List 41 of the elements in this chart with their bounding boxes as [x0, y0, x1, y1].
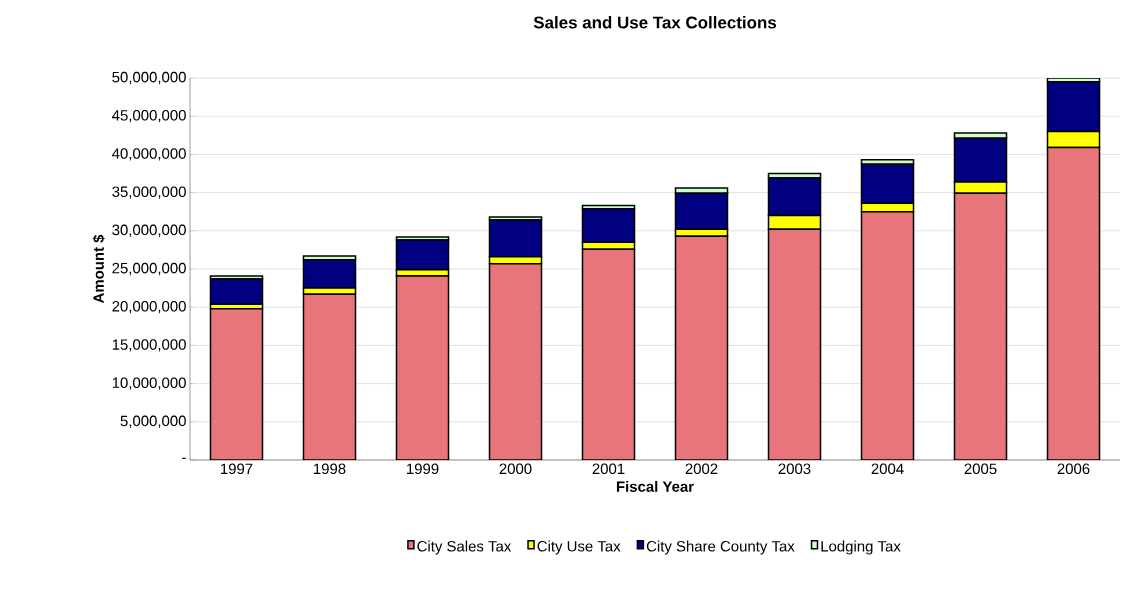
y-tick-label: 20,000,000 [112, 301, 186, 314]
y-tick-label: 40,000,000 [112, 148, 186, 161]
legend-label: Lodging Tax [821, 540, 901, 555]
y-axis-title: Amount $ [92, 234, 105, 304]
x-tick-label: 2002 [685, 463, 718, 475]
bar [488, 262, 543, 460]
bar [860, 210, 915, 460]
y-tick-label: 10,000,000 [112, 377, 186, 390]
y-tick-label: 15,000,000 [112, 339, 186, 352]
x-axis-title: Fiscal Year [616, 480, 694, 492]
bar [1046, 146, 1101, 460]
bar [953, 192, 1008, 460]
y-tick-label: 45,000,000 [112, 110, 186, 123]
bar [674, 192, 729, 231]
bar [302, 293, 357, 460]
x-tick-label: 1998 [314, 463, 346, 475]
bar [395, 275, 450, 460]
bar [209, 307, 264, 460]
chart-title: Sales and Use Tax Collections [533, 16, 777, 29]
x-tick-label: 2004 [871, 463, 904, 475]
y-tick-label: 25,000,000 [112, 262, 186, 276]
y-tick-label: 50,000,000 [112, 71, 186, 85]
y-tick-label: 5,000,000 [120, 415, 186, 428]
x-tick-label: 2001 [592, 463, 625, 475]
legend-label: City Share County Tax [646, 540, 795, 555]
bar [581, 248, 636, 460]
bar [674, 235, 729, 460]
bar [767, 228, 822, 460]
x-tick-label: 2003 [778, 463, 811, 475]
y-tick-label: 35,000,000 [112, 186, 186, 199]
x-tick-label: 1997 [221, 463, 253, 475]
bar [395, 239, 450, 271]
x-tick-label: 2006 [1057, 463, 1090, 475]
legend-label: City Use Tax [537, 540, 621, 555]
bar [581, 207, 636, 244]
x-tick-label: 2005 [964, 463, 997, 475]
x-tick-label: 1999 [407, 463, 439, 475]
x-tick-label: 2000 [499, 463, 532, 475]
y-tick-label: 30,000,000 [112, 224, 186, 237]
legend-label: City Sales Tax [417, 540, 512, 555]
y-tick-label: - [182, 457, 186, 459]
